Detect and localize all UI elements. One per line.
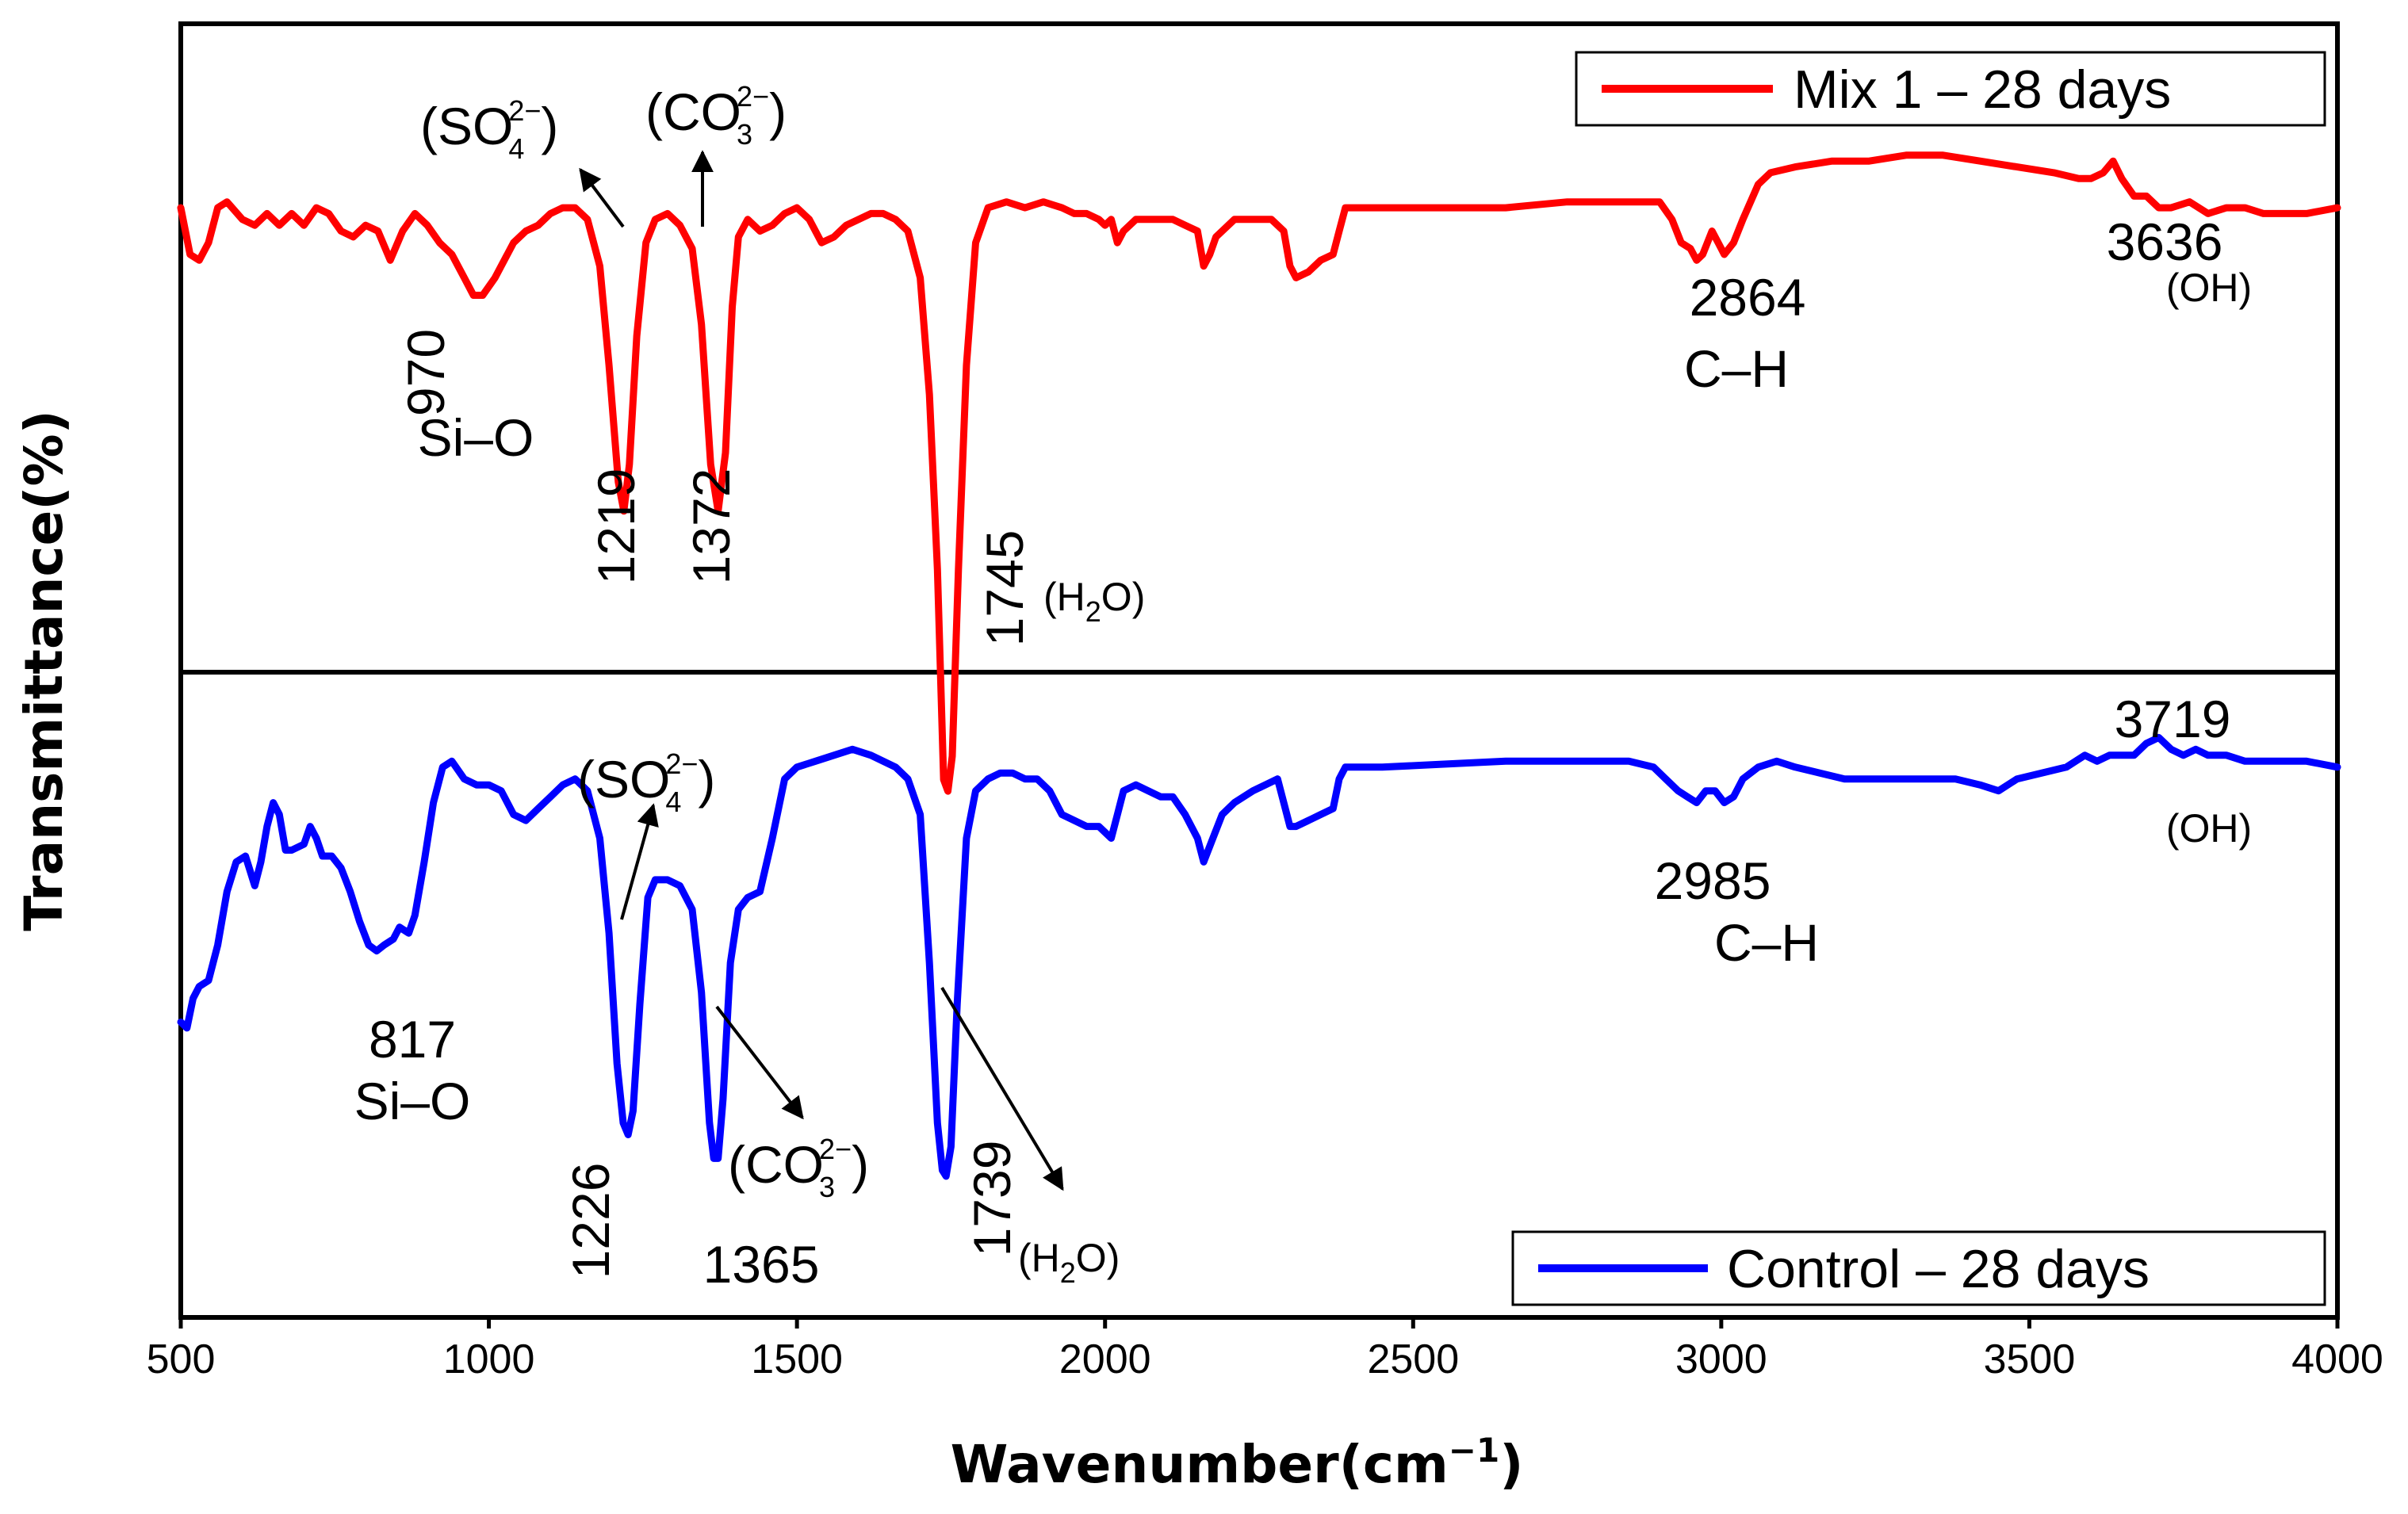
ann-mix1-1372: 1372 (682, 468, 741, 585)
arrow-h2o-control (940, 986, 1064, 1191)
x-axis-title: Wavenumber(cm−1) (951, 1431, 1524, 1495)
x-tick-label: 2500 (1367, 1336, 1459, 1382)
ann-mix1-so4: (SO42−) (420, 94, 558, 165)
ann-control-1739: 1739 (963, 1141, 1021, 1257)
ann-control-3719: 3719 (2115, 690, 2231, 748)
x-tick-label: 3000 (1675, 1336, 1767, 1382)
ann-mix1-sio: Si–O (418, 408, 534, 467)
legend-box-mix1 (1575, 51, 2326, 127)
y-axis-title: Transmittance(%) (13, 410, 75, 931)
series-line-mix1 (177, 151, 2341, 795)
x-tick-label: 1500 (751, 1336, 843, 1382)
ann-mix1-2864: 2864 (1690, 268, 1806, 327)
series-line-control (177, 733, 2341, 1180)
ann-control-ch: C–H (1714, 913, 1819, 972)
arrow-so4-control (620, 803, 659, 920)
ann-mix1-3636: 3636 (2107, 212, 2223, 271)
ann-control-2985: 2985 (1655, 851, 1771, 910)
x-tick-label: 2000 (1059, 1336, 1151, 1382)
ann-mix1-970: 970 (396, 329, 455, 416)
legend-mix1: Mix 1 – 28 days (1575, 51, 2326, 127)
x-tick-label: 1000 (443, 1336, 535, 1382)
ann-control-h2o: (H2O) (1018, 1236, 1120, 1289)
legend-label-control: Control – 28 days (1727, 1239, 2150, 1299)
x-axis-ticks: 500 1000 1500 2000 2500 3000 3500 4000 (147, 1317, 2383, 1382)
ann-control-1365: 1365 (703, 1235, 820, 1294)
x-tick-label: 500 (147, 1336, 216, 1382)
arrow-co3-control (715, 1005, 804, 1120)
ann-control-sio: Si–O (354, 1072, 471, 1130)
ann-mix1-1219: 1219 (587, 468, 645, 585)
ann-mix1-ch: C–H (1684, 339, 1789, 398)
legend-label-mix1: Mix 1 – 28 days (1794, 59, 2171, 120)
legend-control: Control – 28 days (1511, 1230, 2326, 1306)
ann-mix1-co3: (CO32−) (645, 80, 787, 151)
x-tick-label: 3500 (1984, 1336, 2076, 1382)
ann-control-co3: (CO32−) (728, 1133, 869, 1203)
ann-control-817: 817 (369, 1010, 456, 1069)
ann-mix1-h2o: (H2O) (1043, 575, 1145, 628)
ann-mix1-oh: (OH) (2166, 266, 2252, 310)
arrow-so4-mix1 (579, 167, 625, 228)
ann-control-1226: 1226 (561, 1163, 620, 1279)
ann-control-so4: (SO42−) (577, 747, 715, 818)
ann-mix1-1745: 1745 (975, 530, 1034, 647)
x-tick-label: 4000 (2291, 1336, 2383, 1382)
ann-control-oh: (OH) (2166, 806, 2252, 851)
